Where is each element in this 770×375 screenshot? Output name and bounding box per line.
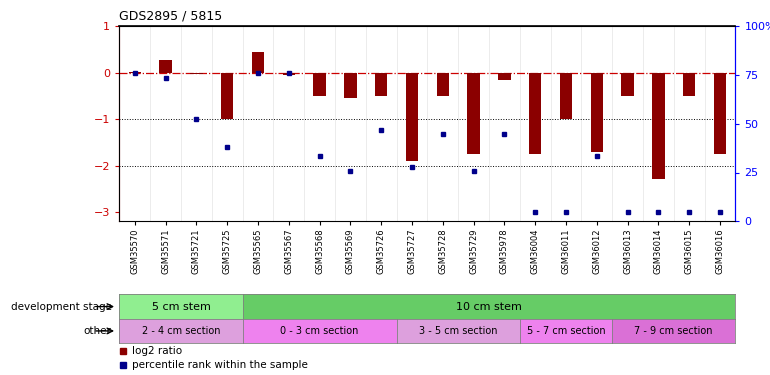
- Bar: [252, 52, 264, 73]
- Text: development stage: development stage: [11, 302, 112, 312]
- Bar: [221, 73, 233, 119]
- Bar: [714, 73, 726, 154]
- Bar: [283, 73, 295, 75]
- Text: log2 ratio: log2 ratio: [132, 346, 182, 356]
- Bar: [375, 73, 387, 96]
- Text: 10 cm stem: 10 cm stem: [456, 302, 522, 312]
- Bar: [129, 72, 141, 73]
- Bar: [190, 73, 203, 74]
- Bar: [437, 73, 449, 96]
- Bar: [344, 73, 357, 98]
- Text: 5 cm stem: 5 cm stem: [152, 302, 210, 312]
- Bar: [560, 73, 572, 119]
- Bar: [467, 73, 480, 154]
- Bar: [498, 73, 511, 80]
- Text: other: other: [84, 326, 112, 336]
- Text: 7 - 9 cm section: 7 - 9 cm section: [634, 326, 713, 336]
- Text: 5 - 7 cm section: 5 - 7 cm section: [527, 326, 605, 336]
- Text: 0 - 3 cm section: 0 - 3 cm section: [280, 326, 359, 336]
- Bar: [529, 73, 541, 154]
- Bar: [591, 73, 603, 152]
- Text: 3 - 5 cm section: 3 - 5 cm section: [419, 326, 497, 336]
- Bar: [652, 73, 665, 180]
- Bar: [683, 73, 695, 96]
- Text: 2 - 4 cm section: 2 - 4 cm section: [142, 326, 220, 336]
- Bar: [406, 73, 418, 161]
- Bar: [313, 73, 326, 96]
- Bar: [159, 60, 172, 73]
- Text: percentile rank within the sample: percentile rank within the sample: [132, 360, 308, 370]
- Bar: [621, 73, 634, 96]
- Text: GDS2895 / 5815: GDS2895 / 5815: [119, 9, 223, 22]
